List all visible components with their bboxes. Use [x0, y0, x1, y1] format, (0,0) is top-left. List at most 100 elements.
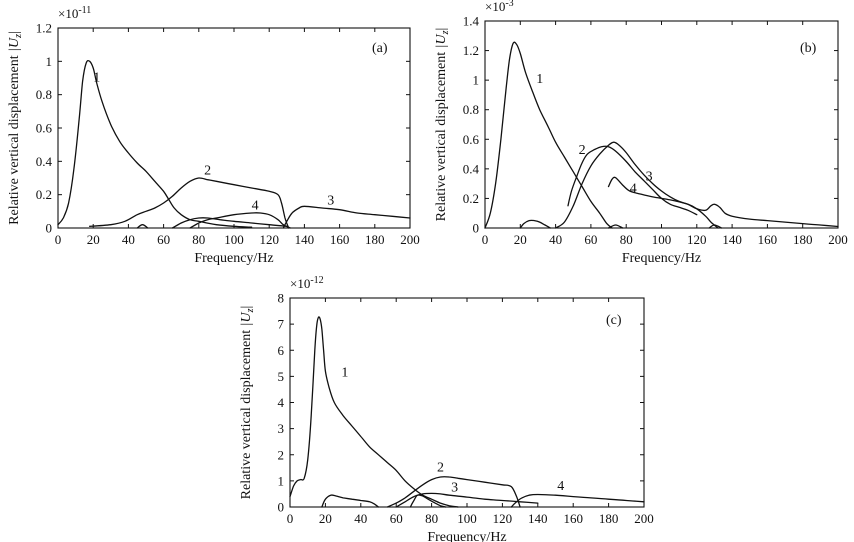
x-tick-label: 80 [620, 232, 633, 247]
chart-panel: 0 20 40 60 80 100 120 140 160 180 200012345678×10-… [239, 275, 654, 542]
series-4-label: 4 [557, 479, 564, 494]
x-tick-label: 100 [457, 511, 477, 526]
x-tick-label: 60 [390, 511, 403, 526]
series-line-unlabeled [708, 224, 723, 229]
x-tick-label: 100 [224, 232, 244, 247]
chart-panel: 0 20 40 60 80 100 120 140 160 180 200 0 0.2 0.4 0.6 0.8… [7, 5, 420, 266]
series-4-line [510, 493, 645, 508]
y-tick-label: 0 [278, 500, 285, 515]
series-4-label: 4 [252, 199, 259, 214]
x-tick-label: 20 [514, 232, 527, 247]
y-tick-label: 0.6 [463, 132, 480, 147]
chart-panel: 0 20 40 60 80 100 120 140 160 180 200 0 0.2 0.4 0.6 0.8… [434, 0, 848, 266]
series-3-line [554, 141, 839, 229]
x-tick-label: 120 [493, 511, 513, 526]
x-tick-label: 100 [652, 232, 672, 247]
y-tick-label: 0 [473, 221, 480, 236]
series-line-unlabeled [171, 217, 288, 229]
panel-label: (b) [800, 41, 817, 56]
series-3-label: 3 [327, 194, 334, 209]
series-line-unlabeled [519, 219, 551, 229]
y-tick-label: 0.4 [463, 161, 480, 176]
x-tick-label: 40 [122, 232, 135, 247]
y-tick-label: 0.4 [36, 154, 53, 169]
series-1-line [289, 316, 459, 508]
x-tick-label: 80 [425, 511, 438, 526]
series-4-line [189, 212, 291, 229]
y-tick-label: 4 [278, 395, 285, 410]
x-tick-label: 120 [259, 232, 279, 247]
series-line-unlabeled [321, 494, 380, 508]
series-3-line [395, 492, 539, 508]
series-1-label: 1 [536, 72, 543, 87]
x-tick-label: 200 [634, 511, 654, 526]
y-tick-label: 0 [46, 221, 53, 236]
y-multiplier: ×10-11 [58, 5, 91, 21]
x-tick-label: 160 [563, 511, 583, 526]
y-axis-label: Relative vertical displacement |Uz| [434, 28, 451, 222]
y-tick-label: 1.4 [463, 14, 480, 29]
x-tick-label: 200 [400, 232, 420, 247]
y-axis-label: Relative vertical displacement |Uz| [7, 31, 24, 225]
series-2-label: 2 [437, 461, 444, 476]
y-tick-label: 0.2 [36, 187, 52, 202]
series-3-label: 3 [646, 170, 653, 185]
x-tick-label: 120 [687, 232, 707, 247]
y-tick-label: 6 [278, 343, 285, 358]
series-line-unlabeled [607, 224, 624, 229]
plot-frame [57, 27, 411, 229]
x-axis-label: Frequency/Hz [194, 251, 273, 266]
series-2-line [386, 476, 521, 508]
x-tick-label: 80 [192, 232, 205, 247]
series-2-label: 2 [204, 164, 211, 179]
series-1-label: 1 [93, 70, 100, 85]
y-tick-label: 0.8 [36, 87, 52, 102]
x-tick-label: 140 [528, 511, 548, 526]
y-tick-label: 3 [278, 421, 285, 436]
x-tick-label: 180 [365, 232, 385, 247]
x-tick-label: 140 [722, 232, 742, 247]
x-axis-label: Frequency/Hz [427, 530, 506, 542]
x-tick-label: 200 [828, 232, 848, 247]
y-tick-label: 0.8 [463, 102, 479, 117]
series-3-label: 3 [451, 480, 458, 495]
x-tick-label: 20 [87, 232, 100, 247]
series-line-unlabeled [136, 224, 149, 229]
series-1-label: 1 [341, 365, 348, 380]
y-multiplier: ×10-12 [290, 275, 324, 291]
series-2-label: 2 [579, 143, 586, 158]
series-2-line [567, 145, 698, 216]
series-4-label: 4 [630, 182, 637, 197]
y-tick-label: 7 [278, 317, 285, 332]
y-axis-label: Relative vertical displacement |Uz| [239, 306, 256, 500]
series-2-line [89, 177, 290, 229]
y-tick-label: 8 [278, 291, 285, 306]
series-1-line [484, 41, 613, 229]
x-tick-label: 60 [157, 232, 170, 247]
y-tick-label: 1 [473, 73, 480, 88]
x-tick-label: 180 [599, 511, 619, 526]
y-tick-label: 1 [278, 473, 285, 488]
x-tick-label: 160 [758, 232, 778, 247]
x-tick-label: 0 [482, 232, 489, 247]
y-tick-label: 0.6 [36, 121, 53, 136]
y-tick-label: 1.2 [463, 43, 479, 58]
x-tick-label: 0 [55, 232, 62, 247]
x-tick-label: 20 [319, 511, 332, 526]
x-tick-label: 40 [549, 232, 562, 247]
plot-frame [484, 20, 839, 229]
series-3-line [282, 205, 411, 229]
y-tick-label: 1 [46, 54, 53, 69]
series-1-line [57, 59, 253, 228]
y-tick-label: 2 [278, 447, 285, 462]
x-tick-label: 60 [584, 232, 597, 247]
x-tick-label: 0 [287, 511, 294, 526]
y-multiplier: ×10-3 [485, 0, 514, 14]
y-tick-label: 1.2 [36, 21, 52, 36]
x-tick-label: 40 [354, 511, 367, 526]
x-tick-label: 140 [295, 232, 315, 247]
series-4-line [607, 176, 719, 229]
x-tick-label: 160 [330, 232, 350, 247]
x-tick-label: 180 [793, 232, 813, 247]
